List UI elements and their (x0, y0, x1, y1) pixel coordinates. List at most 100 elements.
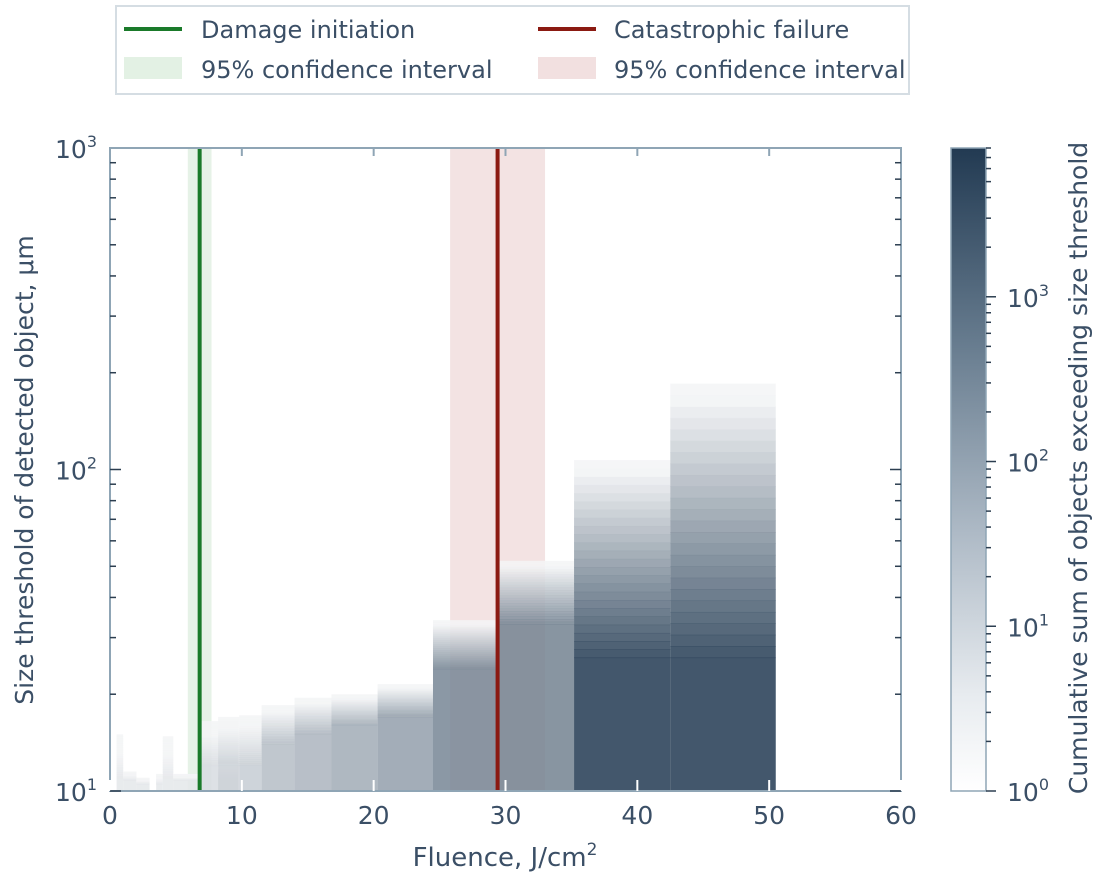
bin-slice (294, 729, 332, 732)
bin-slice (574, 616, 671, 626)
bin-slice (574, 649, 671, 659)
bin-slice (116, 772, 124, 775)
bin-core (239, 765, 262, 791)
bin-slice (116, 736, 124, 739)
bin-slice (574, 534, 671, 543)
bin-core (136, 784, 150, 791)
bin-slice (162, 741, 174, 744)
bin-slice (574, 641, 671, 650)
bin-slice (218, 745, 240, 748)
bin-slice (199, 754, 219, 757)
bin-slice (239, 723, 262, 727)
bin-slice (239, 734, 262, 737)
colorbar-label: Cumulative sum of objects exceeding size… (1064, 142, 1093, 794)
bin-slice (432, 638, 499, 641)
bin-core (670, 657, 776, 791)
y-tick-label: 101 (55, 775, 97, 807)
legend-failure-ci-swatch (538, 57, 596, 79)
bin-slice (294, 706, 332, 709)
bin-slice (331, 699, 378, 702)
bin-slice (498, 603, 575, 607)
bin-slice (218, 737, 240, 740)
bin-slice (116, 770, 124, 773)
bin-slice (199, 756, 219, 759)
bin-slice (199, 741, 219, 744)
bin-slice (432, 660, 499, 664)
bin-slice (377, 704, 433, 707)
bin-slice (294, 723, 332, 726)
threshold-lines (197, 148, 500, 791)
bin-core (498, 624, 575, 791)
bin-slice (261, 724, 295, 727)
bin-slice (218, 722, 240, 726)
bin-slice (377, 715, 433, 718)
bin-slice (116, 737, 124, 741)
bin-slice (331, 713, 378, 716)
bin-slice (162, 746, 174, 749)
bin-slice (261, 721, 295, 724)
bin-1 (123, 771, 137, 791)
bin-slice (670, 554, 776, 567)
bin-slice (239, 727, 262, 731)
bin-slice (432, 642, 499, 645)
bin-slice (377, 696, 433, 699)
bin-slice (294, 705, 332, 708)
bin-slice (377, 684, 433, 686)
bin-slice (574, 460, 671, 469)
bin-slice (162, 758, 174, 761)
bin-slice (116, 756, 124, 759)
bin-slice (377, 707, 433, 710)
bin-slice (162, 760, 174, 763)
bin-slice (377, 689, 433, 692)
bin-slice (331, 711, 378, 713)
y-tick-exp: 2 (87, 454, 97, 473)
colorbar-tick-exp: 0 (1039, 775, 1049, 794)
bin-slice (239, 746, 262, 750)
bin-slice (116, 741, 124, 744)
bin-slice (574, 591, 671, 601)
bin-slice (670, 395, 776, 407)
bin-slice (498, 584, 575, 588)
bin-slice (116, 765, 124, 768)
bin-18 (670, 383, 776, 791)
bin-slice (218, 729, 240, 732)
bin-slice (294, 709, 332, 712)
bin-slice (670, 429, 776, 442)
bin-slice (218, 753, 240, 756)
colorbar-tick-base: 10 (1007, 449, 1039, 478)
bin-slice (498, 581, 575, 586)
bin-slice (239, 761, 262, 764)
bin-slice (199, 745, 219, 748)
bin-slice (432, 628, 499, 631)
bin-slice (239, 736, 262, 739)
bin-slice (199, 722, 219, 726)
bin-slice (331, 714, 378, 717)
bin-slice (218, 741, 240, 744)
bin-slice (377, 685, 433, 688)
bin-17 (574, 460, 671, 791)
bin-slice (574, 632, 671, 642)
bin-slice (239, 755, 262, 758)
bin-slice (218, 735, 240, 738)
bin-slice (498, 579, 575, 583)
colorbar-tick-label: 100 (1007, 775, 1049, 807)
bin-slice (218, 747, 240, 750)
bin-slice (199, 758, 219, 761)
bin-slice (432, 658, 499, 662)
y-tick-exp: 3 (87, 132, 97, 151)
bin-slice (116, 745, 124, 748)
bin-slice (498, 560, 575, 564)
bin-slice (162, 772, 174, 775)
bin-slice (239, 740, 262, 744)
bin-slice (377, 692, 433, 695)
bin-slice (239, 715, 262, 718)
bin-slice (377, 708, 433, 711)
bin-slice (432, 646, 499, 649)
bin-slice (377, 710, 433, 712)
bin-slice (162, 769, 174, 772)
bin-slice (498, 605, 575, 609)
bin-slice (199, 759, 219, 763)
bin-core (574, 657, 671, 791)
bin-slice (670, 577, 776, 590)
bin-slice (377, 712, 433, 715)
